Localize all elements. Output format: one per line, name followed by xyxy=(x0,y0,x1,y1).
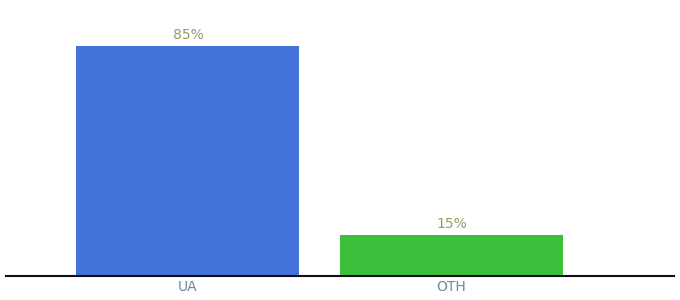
Bar xyxy=(76,46,299,276)
Text: 15%: 15% xyxy=(436,217,467,231)
Bar xyxy=(340,235,563,276)
Text: 85%: 85% xyxy=(173,28,203,42)
